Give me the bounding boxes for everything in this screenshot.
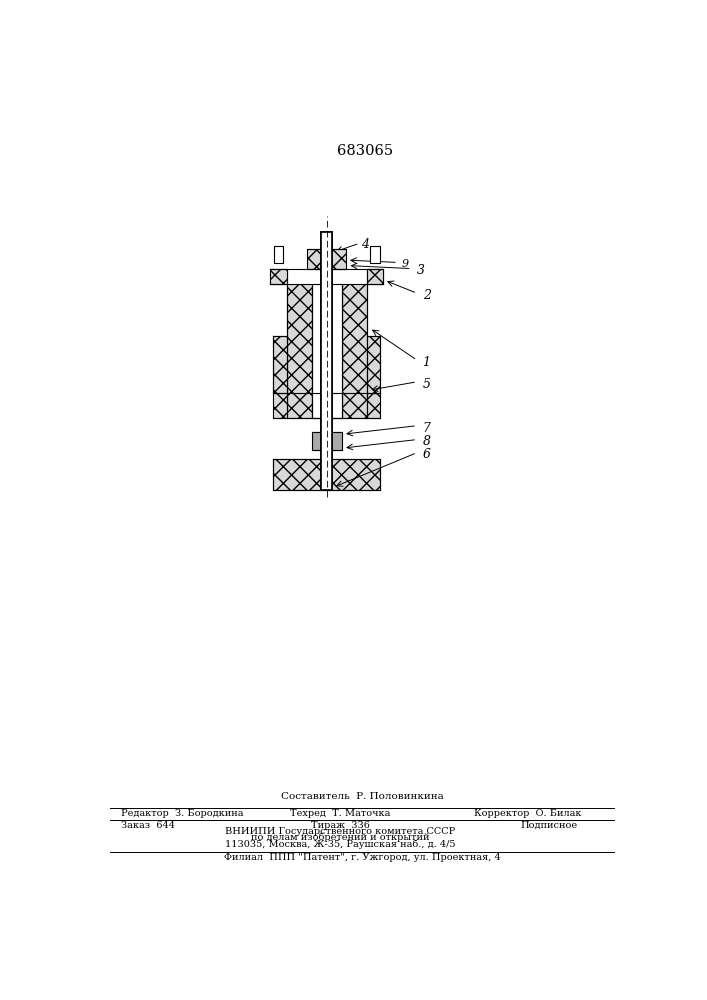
- Text: Заказ  644: Заказ 644: [122, 821, 175, 830]
- Text: 3: 3: [417, 264, 425, 277]
- Text: Филиал  ППП "Патент", г. Ужгород, ул. Проектная, 4: Филиал ППП "Патент", г. Ужгород, ул. Про…: [224, 853, 501, 862]
- Bar: [367, 269, 383, 284]
- Text: 2: 2: [423, 289, 431, 302]
- Bar: [273, 393, 287, 418]
- Text: 6: 6: [423, 448, 431, 461]
- Bar: [273, 336, 287, 393]
- Text: ВНИИПИ Государственного комитета СССР: ВНИИПИ Государственного комитета СССР: [226, 827, 455, 836]
- Text: Техред  Т. Маточка: Техред Т. Маточка: [291, 808, 390, 818]
- Bar: [312, 432, 341, 450]
- Bar: [270, 269, 287, 284]
- Text: 5: 5: [423, 378, 431, 391]
- Text: 8: 8: [423, 435, 431, 448]
- Bar: [367, 269, 383, 284]
- Bar: [321, 232, 332, 490]
- Text: 9: 9: [402, 259, 409, 269]
- Text: 1: 1: [423, 356, 431, 369]
- Text: 113035, Москва, Ж-35, Раушская наб., д. 4/5: 113035, Москва, Ж-35, Раушская наб., д. …: [225, 839, 456, 849]
- Bar: [370, 246, 380, 263]
- Text: Тираж  336: Тираж 336: [311, 821, 370, 830]
- Text: 4: 4: [361, 238, 368, 251]
- Bar: [274, 246, 284, 263]
- Text: Корректор  О. Билак: Корректор О. Билак: [474, 808, 582, 818]
- Bar: [287, 284, 312, 418]
- Text: Редактор  З. Бородкина: Редактор З. Бородкина: [122, 808, 244, 818]
- Bar: [321, 232, 332, 490]
- Bar: [367, 336, 380, 393]
- Bar: [307, 249, 346, 269]
- Bar: [312, 284, 341, 418]
- Text: по делам изобретений и открытий: по делам изобретений и открытий: [251, 833, 430, 842]
- Text: 7: 7: [423, 422, 431, 434]
- Bar: [270, 269, 287, 284]
- Text: Подписное: Подписное: [520, 821, 577, 830]
- Bar: [367, 393, 380, 418]
- Bar: [341, 284, 367, 418]
- Bar: [273, 459, 380, 490]
- Text: 683065: 683065: [337, 144, 393, 158]
- Text: Составитель  Р. Половинкина: Составитель Р. Половинкина: [281, 792, 444, 801]
